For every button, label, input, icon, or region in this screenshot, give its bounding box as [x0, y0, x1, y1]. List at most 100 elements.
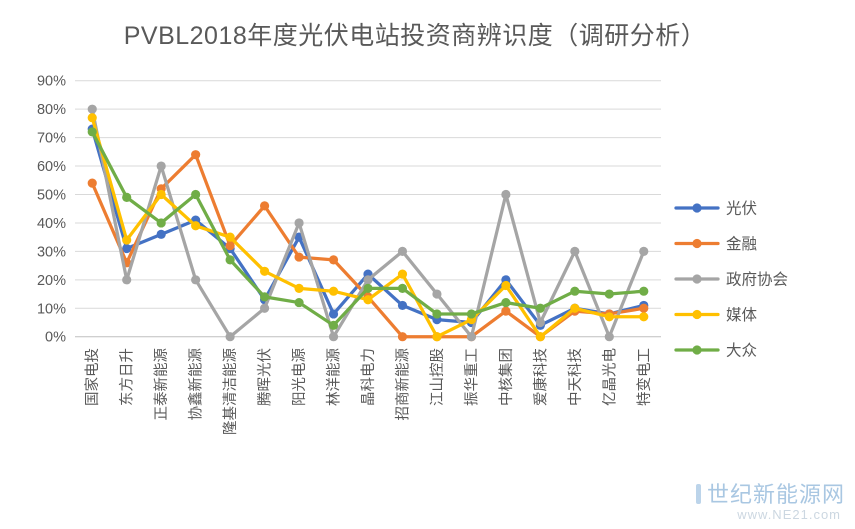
y-axis-tick-label: 60% [37, 159, 66, 175]
series-marker-3 [294, 283, 304, 293]
series-marker-4 [570, 286, 580, 296]
legend-swatch-marker [692, 238, 702, 249]
series-marker-2 [294, 218, 304, 228]
legend-item-label: 金融 [726, 235, 757, 253]
series-marker-2 [570, 246, 580, 256]
series-marker-2 [191, 275, 201, 285]
series-marker-0 [122, 243, 132, 254]
x-axis-category-label: 特变电工 [636, 348, 653, 406]
series-marker-4 [397, 283, 408, 293]
x-axis-category-label: 江山控股 [429, 348, 446, 406]
series-marker-2 [328, 332, 339, 342]
watermark-brand: 世纪新能源网 [706, 481, 845, 507]
series-marker-1 [397, 332, 408, 342]
x-axis-category-label: 爱康科技 [532, 348, 549, 406]
series-marker-3 [156, 189, 166, 200]
series-marker-2 [122, 275, 132, 285]
series-marker-3 [328, 286, 339, 296]
series-marker-2 [535, 317, 545, 328]
y-axis-tick-label: 0% [45, 330, 66, 346]
x-axis-category-label: 隆基清洁能源 [222, 348, 239, 435]
x-axis-category-label: 中天科技 [567, 348, 584, 406]
legend-swatch-marker [692, 274, 702, 284]
series-marker-4 [604, 289, 614, 299]
series-marker-4 [501, 297, 511, 308]
series-marker-1 [225, 241, 235, 251]
series-marker-3 [122, 235, 132, 245]
series-marker-4 [535, 303, 545, 313]
series-marker-2 [639, 246, 649, 256]
series-marker-4 [122, 192, 132, 202]
y-axis-tick-label: 40% [37, 216, 66, 232]
watermark-url: www.NE21.com [737, 507, 841, 523]
x-axis-category-label: 亿晶光电 [601, 348, 618, 406]
series-marker-4 [466, 309, 477, 319]
y-axis-tick-label: 20% [37, 273, 66, 289]
x-axis-category-label: 林洋能源 [326, 348, 343, 406]
series-marker-2 [466, 332, 477, 342]
series-marker-3 [570, 303, 580, 313]
series-marker-3 [87, 113, 97, 123]
series-marker-3 [432, 332, 442, 342]
series-marker-1 [191, 150, 201, 160]
y-axis-tick-label: 50% [37, 188, 66, 204]
series-marker-4 [432, 309, 442, 319]
series-marker-3 [397, 269, 408, 279]
series-marker-3 [363, 295, 373, 305]
series-marker-3 [639, 312, 649, 322]
series-marker-3 [535, 332, 545, 342]
series-marker-2 [156, 161, 166, 171]
watermark-bar-icon [695, 484, 701, 505]
x-axis-category-label: 晶科电力 [360, 348, 377, 406]
y-axis-tick-label: 80% [37, 102, 66, 118]
series-marker-2 [87, 104, 97, 114]
series-marker-3 [191, 221, 201, 231]
series-marker-4 [259, 292, 270, 302]
x-axis-category-label: 中核集团 [498, 348, 515, 406]
series-marker-2 [604, 332, 614, 342]
x-axis-category-label: 腾晖光伏 [257, 348, 274, 406]
legend-swatch-marker [692, 309, 702, 320]
y-axis-tick-label: 30% [37, 244, 66, 260]
y-axis-tick-label: 70% [37, 131, 66, 147]
legend-swatch-marker [692, 203, 702, 213]
series-marker-4 [328, 320, 339, 330]
watermark: 世纪新能源网 www.NE21.com [695, 481, 845, 523]
series-marker-4 [294, 297, 304, 308]
series-marker-1 [294, 252, 304, 262]
series-marker-1 [501, 306, 511, 316]
series-marker-1 [87, 178, 97, 188]
series-marker-2 [397, 246, 408, 256]
series-marker-4 [225, 255, 235, 265]
legend-item-label: 光伏 [726, 200, 757, 218]
x-axis-category-label: 招商新能源 [394, 348, 411, 421]
y-axis-tick-label: 10% [37, 301, 66, 317]
series-marker-0 [156, 229, 166, 239]
series-marker-0 [328, 309, 339, 319]
series-marker-1 [328, 255, 339, 265]
series-marker-4 [87, 127, 97, 137]
x-axis-category-label: 阳光电源 [291, 348, 308, 406]
chart-title: PVBL2018年度光伏电站投资商辨识度（调研分析） [123, 22, 707, 50]
legend-swatch-marker [692, 345, 702, 355]
x-axis-category-label: 振华重工 [463, 348, 480, 406]
series-marker-3 [604, 312, 614, 322]
series-marker-2 [363, 275, 373, 285]
series-marker-3 [501, 280, 511, 291]
x-axis-category-label: 国家电投 [84, 348, 101, 406]
y-axis-tick-label: 90% [37, 74, 66, 90]
legend-item-label: 大众 [726, 342, 757, 360]
series-marker-0 [397, 300, 408, 311]
x-axis-category-label: 协鑫新能源 [187, 348, 205, 421]
series-marker-4 [191, 189, 201, 200]
series-marker-2 [225, 332, 235, 342]
series-marker-2 [432, 289, 442, 299]
x-axis-category-label: 东方日升 [119, 348, 136, 406]
series-marker-1 [639, 303, 649, 313]
series-marker-4 [639, 286, 649, 296]
x-axis-category-label: 正泰新能源 [153, 348, 170, 421]
series-marker-4 [156, 218, 166, 228]
series-marker-1 [259, 201, 270, 211]
